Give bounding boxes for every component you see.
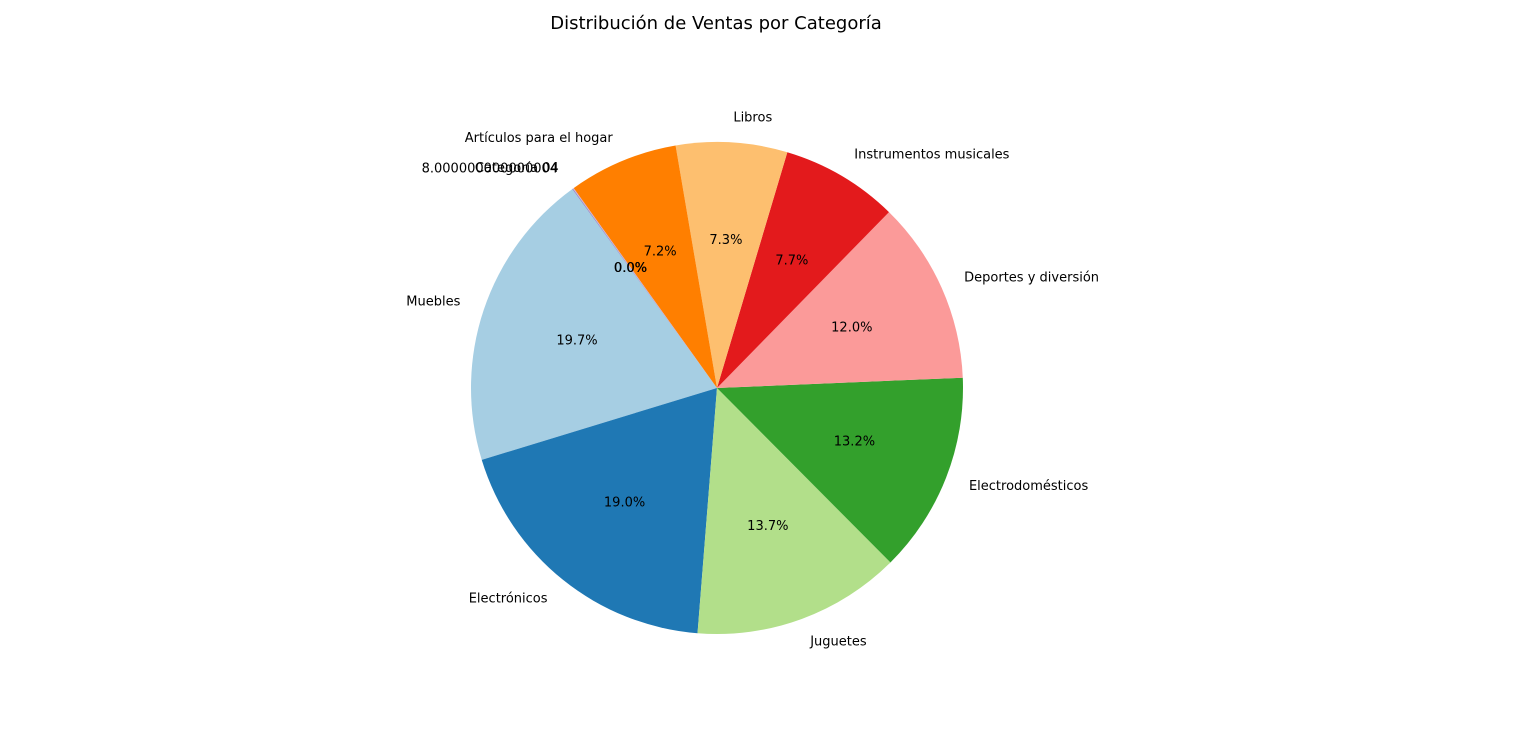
slice-label: Electrónicos	[469, 591, 548, 606]
slice-percent-label: 7.3%	[709, 233, 742, 248]
slice-percent-label: 13.7%	[747, 519, 788, 534]
slice-label: Juguetes	[809, 635, 867, 650]
pie-slice-instrumentos-musicales	[717, 152, 889, 388]
pie-slice-libros	[675, 142, 788, 388]
slice-label: Instrumentos musicales	[854, 147, 1009, 162]
chart-title: Distribución de Ventas por Categoría	[550, 13, 882, 34]
pie-slice-categoria-04	[572, 188, 717, 388]
slice-label: Libros	[733, 110, 772, 125]
pie-slices	[471, 142, 963, 634]
pie-slice-articulos-para-el-hogar	[573, 145, 717, 388]
slice-percent-label: 7.2%	[644, 244, 677, 259]
slice-percent-label: 0.0%	[614, 261, 647, 276]
slice-percent-label: 12.0%	[831, 320, 872, 335]
slice-percent-label: 0.0%	[614, 261, 647, 276]
pie-slice-deportes-y-diversion	[717, 212, 963, 388]
pie-labels: Muebles 19.7% Electrónicos 19.0% Juguetes 13.…	[406, 110, 1099, 649]
slice-percent-label: 7.7%	[775, 253, 808, 268]
slice-label: 8.000000000000004	[422, 161, 558, 176]
slice-label: Electrodomésticos	[969, 479, 1089, 494]
pie-slice-juguetes	[697, 388, 891, 634]
slice-percent-label: 19.0%	[604, 496, 645, 511]
slice-label: Muebles	[406, 295, 460, 310]
pie-slice-8-000000000000004	[572, 188, 717, 388]
slice-percent-label: 13.2%	[834, 434, 875, 449]
slice-label: Deportes y diversión	[964, 270, 1099, 285]
pie-slice-electronicos	[481, 388, 717, 634]
slice-label: Categoría 04	[475, 161, 559, 176]
pie-slice-muebles	[471, 188, 717, 460]
pie-slice-electrodomesticos	[717, 377, 963, 563]
slice-percent-label: 19.7%	[556, 334, 597, 349]
slice-label: Artículos para el hogar	[465, 131, 614, 146]
